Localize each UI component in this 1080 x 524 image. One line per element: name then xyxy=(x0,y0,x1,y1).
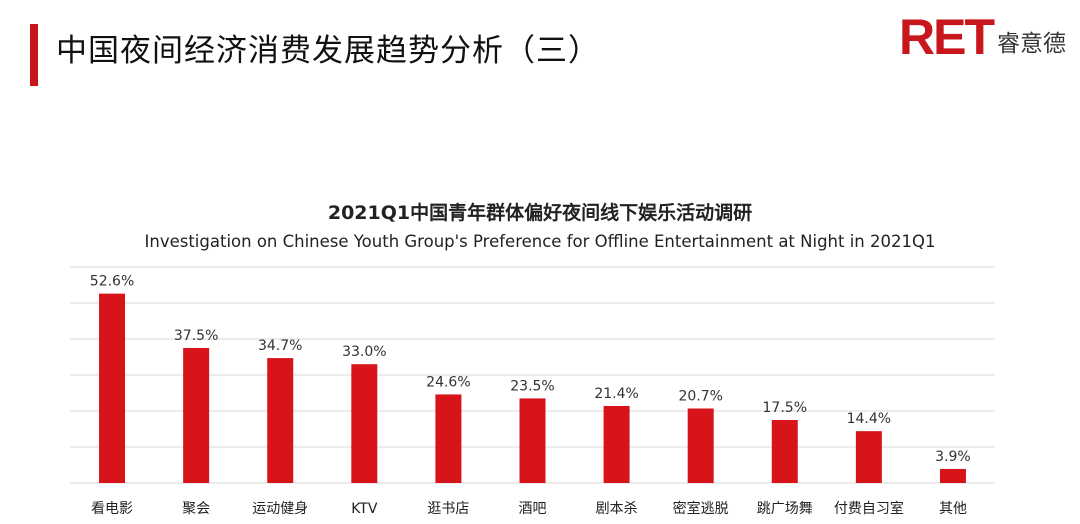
x-tick-label: 逛书店 xyxy=(427,501,469,517)
page-title: 中国夜间经济消费发展趋势分析（三） xyxy=(56,33,600,69)
data-label: 34.7% xyxy=(258,338,302,354)
x-tick-label: 其他 xyxy=(939,501,967,517)
bar xyxy=(771,420,798,483)
x-tick-label: 跳广场舞 xyxy=(757,501,813,517)
data-label: 20.7% xyxy=(678,388,722,404)
bar xyxy=(939,468,966,483)
data-label: 23.5% xyxy=(510,378,554,394)
x-tick-label: KTV xyxy=(351,501,378,517)
data-label: 14.4% xyxy=(847,411,891,427)
bar xyxy=(435,394,462,483)
bar xyxy=(99,293,126,483)
data-label: 17.5% xyxy=(763,400,807,416)
bar xyxy=(267,358,294,483)
data-label: 24.6% xyxy=(426,374,470,390)
bar xyxy=(603,405,630,483)
x-tick-label: 付费自习室 xyxy=(834,500,904,517)
data-label: 21.4% xyxy=(594,386,638,402)
x-tick-label: 密室逃脱 xyxy=(673,500,729,517)
x-tick-label: 剧本杀 xyxy=(596,501,638,517)
bar xyxy=(351,364,378,483)
brand-logo: RET 睿意德 xyxy=(899,9,1066,65)
bar xyxy=(519,398,546,483)
data-label: 37.5% xyxy=(174,328,218,344)
bar xyxy=(183,348,210,483)
chart-subtitle: Investigation on Chinese Youth Group's P… xyxy=(144,232,936,251)
data-label: 3.9% xyxy=(935,449,971,465)
bar xyxy=(855,431,882,483)
title-accent-bar xyxy=(30,24,38,86)
bar xyxy=(687,408,714,483)
chart-title: 2021Q1中国青年群体偏好夜间线下娱乐活动调研 xyxy=(327,202,753,224)
data-label: 33.0% xyxy=(342,344,386,360)
brand-mark: RET xyxy=(899,9,995,65)
x-tick-label: 运动健身 xyxy=(252,501,308,517)
x-tick-label: 聚会 xyxy=(182,501,210,517)
x-tick-label: 看电影 xyxy=(91,501,133,517)
data-label: 52.6% xyxy=(90,274,134,290)
brand-name: 睿意德 xyxy=(997,31,1066,57)
x-tick-label: 酒吧 xyxy=(519,501,547,517)
